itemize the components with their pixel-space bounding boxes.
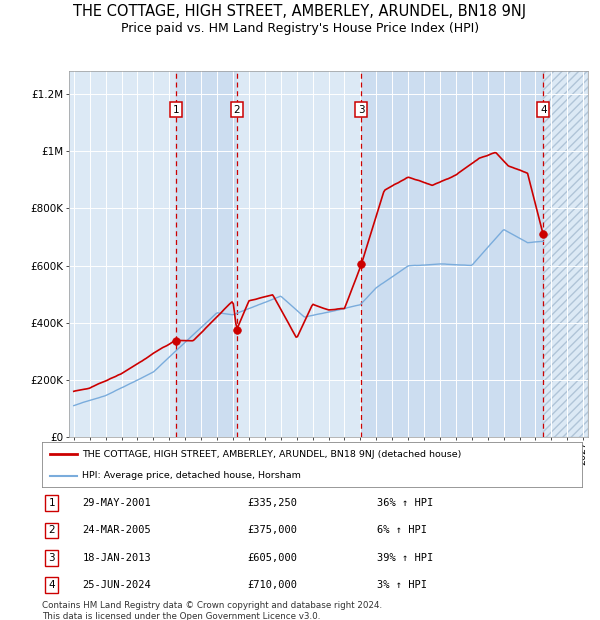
Text: 1: 1 (49, 498, 55, 508)
Text: THE COTTAGE, HIGH STREET, AMBERLEY, ARUNDEL, BN18 9NJ: THE COTTAGE, HIGH STREET, AMBERLEY, ARUN… (73, 4, 527, 19)
Text: 3: 3 (358, 105, 364, 115)
Text: 1: 1 (173, 105, 179, 115)
Text: £710,000: £710,000 (247, 580, 297, 590)
Text: 39% ↑ HPI: 39% ↑ HPI (377, 552, 433, 562)
Bar (176, 71, 236, 437)
Text: 3% ↑ HPI: 3% ↑ HPI (377, 580, 427, 590)
Bar (361, 71, 543, 437)
Text: 36% ↑ HPI: 36% ↑ HPI (377, 498, 433, 508)
Text: HPI: Average price, detached house, Horsham: HPI: Average price, detached house, Hors… (83, 471, 301, 480)
Bar (543, 71, 588, 437)
Text: 3: 3 (49, 552, 55, 562)
Text: 2: 2 (49, 526, 55, 536)
Text: 25-JUN-2024: 25-JUN-2024 (83, 580, 151, 590)
Text: £375,000: £375,000 (247, 526, 297, 536)
Bar (543, 71, 588, 437)
Text: 6% ↑ HPI: 6% ↑ HPI (377, 526, 427, 536)
Text: £335,250: £335,250 (247, 498, 297, 508)
Text: 29-MAY-2001: 29-MAY-2001 (83, 498, 151, 508)
Bar (236, 71, 361, 437)
Text: THE COTTAGE, HIGH STREET, AMBERLEY, ARUNDEL, BN18 9NJ (detached house): THE COTTAGE, HIGH STREET, AMBERLEY, ARUN… (83, 450, 462, 459)
Text: £605,000: £605,000 (247, 552, 297, 562)
Text: 18-JAN-2013: 18-JAN-2013 (83, 552, 151, 562)
Text: 2: 2 (233, 105, 240, 115)
Text: 24-MAR-2005: 24-MAR-2005 (83, 526, 151, 536)
Text: 4: 4 (540, 105, 547, 115)
Text: 4: 4 (49, 580, 55, 590)
Text: Contains HM Land Registry data © Crown copyright and database right 2024.
This d: Contains HM Land Registry data © Crown c… (42, 601, 382, 620)
Text: Price paid vs. HM Land Registry's House Price Index (HPI): Price paid vs. HM Land Registry's House … (121, 22, 479, 35)
